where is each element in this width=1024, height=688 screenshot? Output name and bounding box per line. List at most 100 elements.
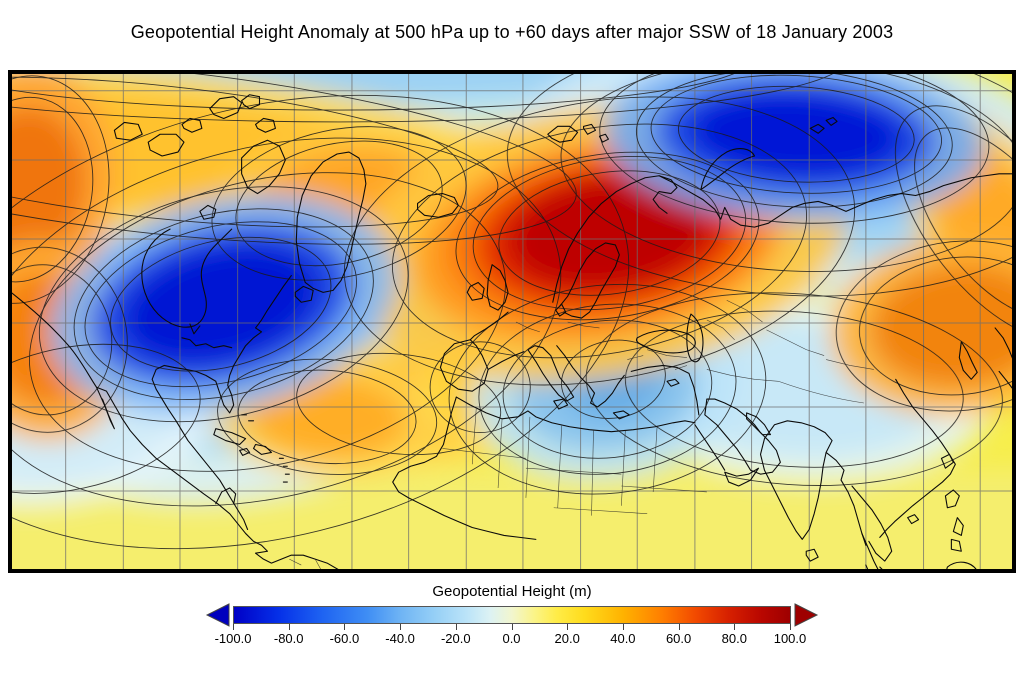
coast-baltic [559, 242, 620, 319]
colorbar-tick-mark [455, 624, 457, 630]
colorbar-tick-label: 80.0 [721, 631, 747, 646]
colorbar-tick-label: 40.0 [610, 631, 636, 646]
coast-severnaya-zemlya [809, 116, 838, 134]
coast-persian-gulf [746, 412, 771, 436]
coast-france [469, 311, 509, 341]
coast-africa-west [392, 396, 537, 540]
coastline-layer [11, 94, 1013, 570]
colorbar-tick-mark [790, 624, 791, 630]
coast-baja [95, 386, 115, 430]
colorbar-tick-mark [567, 624, 569, 630]
coast-norway [552, 175, 678, 303]
coast-na-west [11, 291, 340, 570]
coast-ireland [466, 281, 485, 301]
coast-southampton [199, 204, 217, 220]
coast-italy [527, 345, 575, 402]
coast-horn-of-africa [724, 467, 760, 487]
anomaly-field-layer [11, 73, 1013, 570]
coast-turkey-levant [630, 364, 700, 416]
colorbar-tick-label: -40.0 [385, 631, 415, 646]
coast-black-sea [635, 329, 696, 354]
colorbar-tick-label: 60.0 [665, 631, 692, 646]
map-canvas [11, 73, 1013, 570]
coast-hispaniola [253, 443, 272, 455]
coast-arabia [704, 398, 781, 475]
coast-hudson-bay [141, 228, 233, 328]
colorbar-tick-mark [511, 624, 513, 630]
coast-sri-lanka [805, 548, 819, 562]
coast-arctic-island-2 [241, 94, 261, 110]
colorbar-label: Geopotential Height (m) [432, 583, 592, 600]
colorbar-tick-mark [344, 624, 346, 630]
coast-russia-arctic [658, 173, 1013, 228]
colorbar-gradient [233, 606, 791, 624]
coast-svalbard [547, 123, 609, 143]
coast-med-north [487, 351, 525, 370]
coast-antilles [278, 457, 290, 483]
coast-cuba [213, 428, 247, 446]
coast-newfoundland [294, 285, 314, 303]
coast-britain [486, 264, 509, 311]
colorbar-tick-mark [233, 624, 234, 630]
coast-korea [958, 341, 978, 380]
coast-jamaica [239, 447, 251, 456]
coast-malay [861, 532, 879, 570]
latlon-grid-layer [11, 73, 1013, 570]
coast-red-sea [694, 424, 726, 471]
coast-banks-island [113, 121, 143, 141]
coast-arctic-island-1 [181, 117, 203, 133]
coast-china [879, 378, 956, 538]
coast-devon-island [254, 117, 276, 133]
map-frame [8, 70, 1016, 573]
colorbar-tick-mark [734, 624, 736, 630]
figure-title: Geopotential Height Anomaly at 500 hPa u… [130, 22, 894, 42]
coast-caspian [686, 313, 704, 363]
colorbar-tick-mark [288, 624, 290, 630]
borders-central-asia [647, 299, 874, 404]
coast-hainan [907, 514, 920, 525]
coast-james-bay [189, 323, 201, 335]
colorbar-tick-mark [678, 624, 680, 630]
coast-denmark [555, 303, 567, 317]
colorbar-left-arrow [205, 603, 230, 627]
coast-japan [994, 327, 1013, 390]
colorbar-tick-mark [622, 624, 624, 630]
coast-indochina [851, 485, 893, 562]
colorbar-tick-label: -100.0 [214, 631, 252, 646]
coast-ellesmere [209, 96, 243, 119]
colorbar-tick-label: -80.0 [273, 631, 304, 646]
borders-europe [515, 321, 688, 370]
coast-africa-north [455, 396, 696, 433]
borders-africa [442, 408, 707, 516]
coast-balkans-greece [556, 345, 625, 408]
coast-burma [825, 451, 867, 546]
coast-baffin-island [241, 139, 286, 195]
coast-philippines [944, 489, 964, 552]
colorbar-ticks: -100.0 -80.0 -60.0 -40.0 -20.0 0.0 20.0 40.0 60.… [215, 624, 806, 654]
coast-victoria-island [147, 133, 185, 157]
colorbar-right-arrow [794, 603, 819, 627]
colorbar-tick-label: 0.0 [502, 631, 521, 646]
coast-crete [612, 410, 630, 420]
coast-yucatan [215, 487, 237, 505]
coast-cyprus [666, 378, 680, 387]
coast-na-east [151, 275, 292, 531]
colorbar-tick-mark [400, 624, 402, 630]
colorbar-tick-label: -60.0 [329, 631, 360, 646]
colorbar-tick-label: 20.0 [554, 631, 580, 646]
borders-south-america [289, 558, 322, 570]
coast-greenland [295, 151, 367, 293]
coast-bahamas [241, 414, 255, 422]
coast-novaya-zemlya [700, 148, 756, 191]
colorbar-tick-label: 100.0 [773, 631, 807, 646]
coast-great-lakes [181, 337, 233, 349]
contour-line-layer [11, 73, 1013, 550]
colorbar-tick-label: -20.0 [440, 631, 471, 646]
coast-borneo [946, 561, 978, 570]
country-border-layer [289, 299, 874, 570]
coast-india [759, 420, 833, 540]
coast-iberia [439, 339, 489, 392]
coast-taiwan [940, 453, 954, 469]
coast-sicily [553, 398, 569, 410]
